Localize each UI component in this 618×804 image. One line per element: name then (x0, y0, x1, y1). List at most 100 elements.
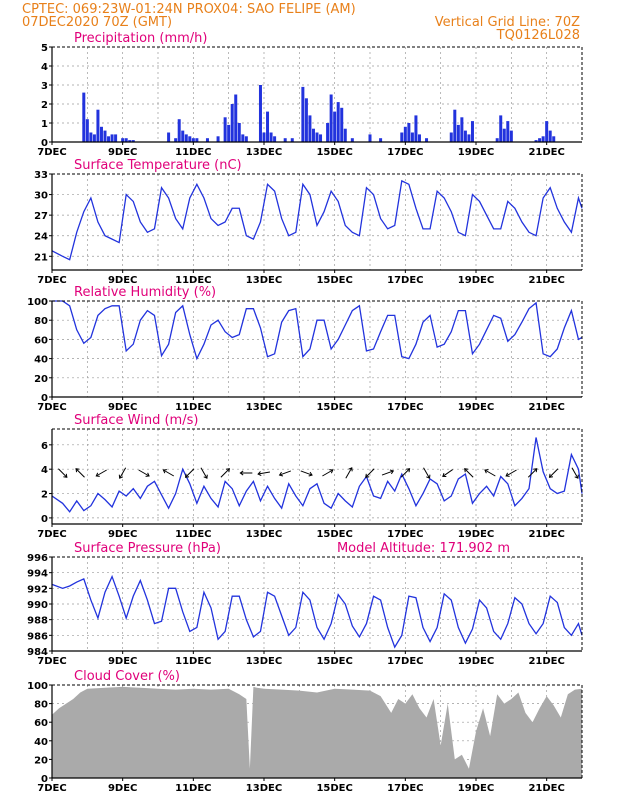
wind-vector-head (95, 472, 100, 477)
precipitation-bar (266, 111, 270, 142)
temperature-xtick-label: 11DEC (175, 275, 211, 286)
precipitation-bar (495, 138, 499, 142)
pressure-series-line (51, 574, 583, 649)
wind-xtick-label: 11DEC (175, 529, 211, 540)
wind-vector-arrow (184, 468, 195, 478)
precipitation-title: Precipitation (mm/h) (74, 31, 207, 46)
precipitation-bar (188, 136, 192, 142)
wind-vector-shaft (220, 468, 230, 478)
wind-vector-head (348, 467, 353, 472)
precipitation-bar (506, 121, 510, 142)
wind-vector-arrow (239, 470, 253, 476)
precipitation-bar (244, 136, 248, 142)
wind-vector-arrow (381, 469, 395, 476)
temperature-ytick-label: 30 (34, 191, 48, 202)
precipitation-bar (499, 115, 503, 142)
cloud-ytick-label: 60 (34, 718, 48, 729)
humidity-xtick-label: 21DEC (528, 402, 564, 413)
wind-vector-arrow (138, 469, 150, 477)
wind-ytick-label: 4 (41, 465, 48, 476)
wind-vector-shaft (200, 467, 208, 479)
precipitation-xtick-label: 15DEC (316, 147, 352, 158)
wind-xtick-label: 21DEC (528, 529, 564, 540)
panel-precipitation: 0 1 2 3 4 5 7DEC 9DEC 11DEC 13DEC 15DEC 17DEC 19DEC 2… (37, 31, 583, 158)
precipitation-bar (181, 130, 185, 142)
wind-ytick-label: 6 (41, 441, 48, 452)
wind-vector-arrow (484, 469, 496, 477)
temperature-ytick-label: 21 (34, 252, 48, 263)
wind-vector-arrow (220, 468, 230, 478)
precipitation-bar (319, 134, 323, 142)
cloud-xtick-label: 11DEC (175, 783, 211, 794)
cloud-xtick-label: 17DEC (387, 783, 423, 794)
humidity-ytick-label: 100 (27, 297, 48, 308)
precipitation-bar (89, 132, 93, 142)
precipitation-bar (467, 134, 471, 142)
humidity-xtick-label: 11DEC (175, 402, 211, 413)
wind-vector-arrow (400, 468, 411, 478)
precipitation-xtick-label: 9DEC (108, 147, 137, 158)
pressure-xtick-label: 21DEC (528, 656, 564, 667)
precipitation-bar (167, 132, 171, 142)
temperature-xtick-label: 13DEC (246, 275, 282, 286)
pressure-ytick-label: 990 (27, 600, 48, 611)
precipitation-bar (417, 134, 421, 142)
precipitation-bar (425, 138, 429, 142)
wind-vector-arrow (95, 469, 107, 477)
precipitation-bar (230, 104, 234, 142)
wind-vector-head (442, 472, 447, 478)
wind-vector-head (162, 469, 167, 474)
wind-title: Surface Wind (m/s) (74, 413, 198, 428)
wind-vector-shaft (185, 468, 195, 478)
precipitation-bar (379, 138, 383, 142)
wind-vector-arrow (300, 470, 313, 477)
precipitation-bar (301, 86, 305, 142)
wind-vector-shaft (571, 467, 579, 479)
header-grid-note: Vertical Grid Line: 70Z (435, 15, 580, 30)
cloud-ytick-label: 40 (34, 737, 48, 748)
wind-xtick-label: 17DEC (387, 529, 423, 540)
temperature-series-line (51, 179, 583, 261)
cloud-xtick-label: 15DEC (316, 783, 352, 794)
temperature-xtick-label: 15DEC (316, 275, 352, 286)
precipitation-bar (336, 102, 340, 142)
wind-vector-shaft (381, 470, 394, 476)
wind-vector-arrow (571, 467, 579, 479)
humidity-title: Relative Humidity (%) (74, 285, 216, 300)
temperature-ytick-label: 24 (34, 232, 48, 243)
wind-xtick-label: 19DEC (458, 529, 494, 540)
precipitation-bar (195, 138, 199, 142)
wind-vector-shaft (345, 467, 353, 479)
wind-vector-shaft (527, 468, 538, 478)
wind-vector-arrow (527, 468, 538, 478)
wind-vector-head (63, 473, 68, 478)
wind-vector-head (225, 468, 230, 473)
wind-vector-head (426, 474, 431, 479)
precipitation-bar (107, 136, 111, 142)
precipitation-bar (262, 132, 266, 142)
precipitation-bar (311, 128, 315, 142)
precipitation-bar (114, 134, 118, 142)
pressure-xtick-label: 13DEC (246, 656, 282, 667)
humidity-ytick-label: 40 (34, 355, 48, 366)
precipitation-bar (269, 132, 273, 142)
wind-vector-head (184, 473, 190, 478)
precipitation-bar (223, 117, 227, 142)
wind-vector-arrow (278, 470, 292, 477)
precipitation-ytick-label: 1 (41, 119, 48, 130)
wind-vector-arrow (442, 469, 453, 478)
precipitation-ytick-label: 2 (41, 100, 48, 111)
precipitation-bar (304, 98, 308, 142)
wind-vector-head (574, 474, 579, 479)
precipitation-xtick-label: 21DEC (528, 147, 564, 158)
precipitation-bar (174, 138, 178, 142)
temperature-xtick-label: 17DEC (387, 275, 423, 286)
cloud-ytick-label: 20 (34, 755, 48, 766)
precipitation-bar (131, 140, 135, 142)
cloud-ytick-label: 100 (27, 681, 48, 692)
humidity-xtick-label: 9DEC (108, 402, 137, 413)
pressure-title: Surface Pressure (hPa) (74, 541, 221, 556)
wind-vector-shaft (365, 468, 375, 478)
humidity-xtick-label: 15DEC (316, 402, 352, 413)
